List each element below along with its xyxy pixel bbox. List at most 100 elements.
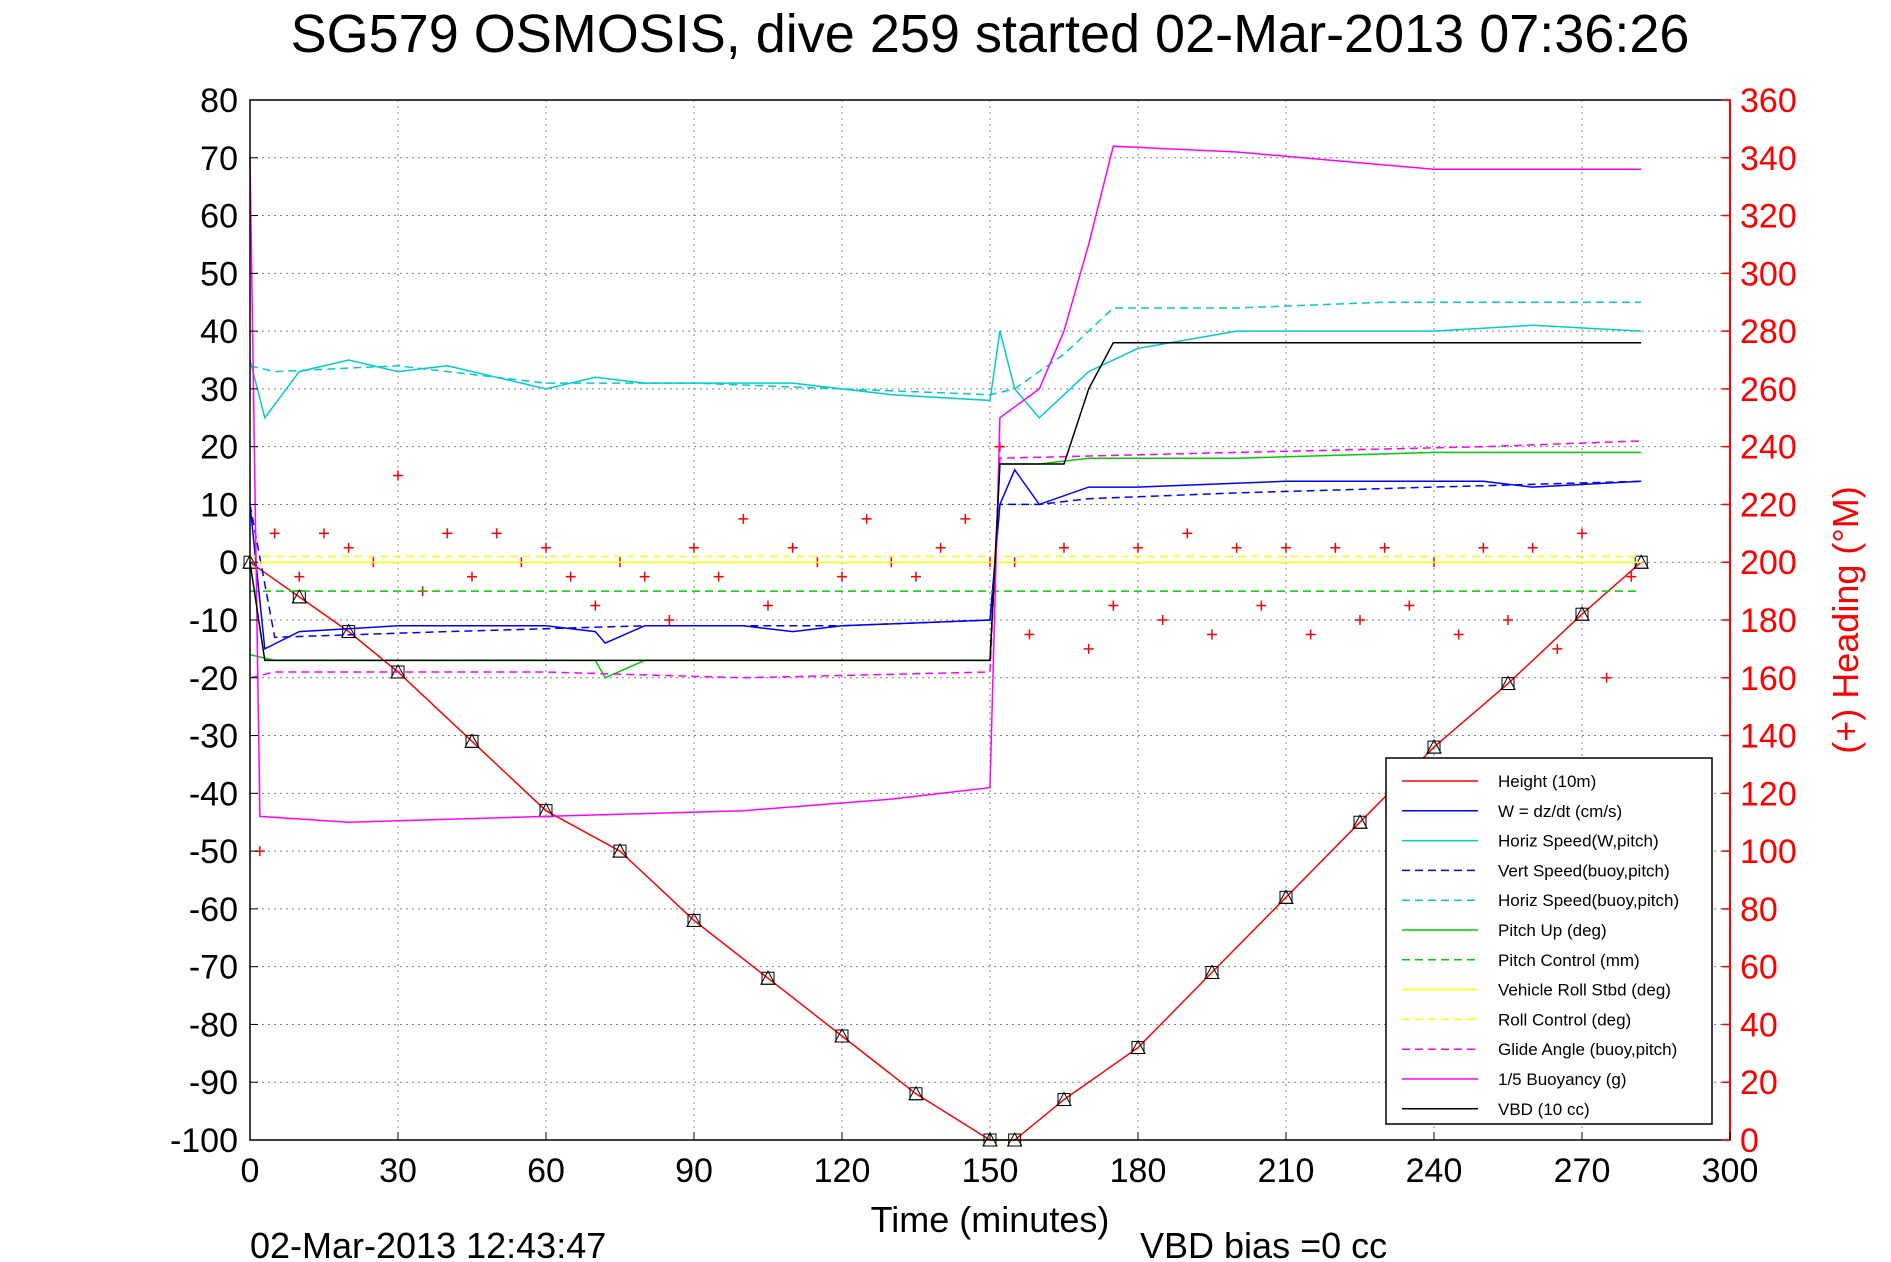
- y2-tick-label: 220: [1740, 486, 1797, 524]
- heading-marker: [689, 542, 699, 553]
- legend-item: Height (10m): [1402, 772, 1596, 791]
- height-marker: [834, 1027, 850, 1043]
- y-tick-label: -90: [189, 1064, 238, 1102]
- heading-marker: [1157, 615, 1168, 625]
- y2-tick-label: 240: [1740, 429, 1797, 467]
- x-tick-label: 300: [1702, 1152, 1759, 1190]
- heading-marker: [1182, 528, 1193, 539]
- legend-item: 1/5 Buoyancy (g): [1402, 1070, 1627, 1089]
- y-tick-label: 50: [200, 255, 238, 293]
- heading-marker: [664, 615, 675, 625]
- height-marker: [908, 1085, 924, 1101]
- x-tick-label: 60: [527, 1152, 565, 1190]
- height-marker: [1352, 814, 1368, 829]
- x-tick-label: 0: [241, 1152, 260, 1190]
- heading-marker: [1355, 615, 1365, 625]
- legend: Height (10m) W = dz/dt (cm/s) Horiz Speed(…: [1385, 757, 1713, 1125]
- heading-marker: [1478, 542, 1489, 553]
- grid: [250, 100, 1730, 1140]
- heading-marker: [1577, 528, 1587, 539]
- footer-timestamp: 02-Mar-2013 12:43:47: [250, 1225, 606, 1262]
- y2-tick-label: 300: [1740, 255, 1797, 293]
- series-line: [249, 324, 1642, 420]
- series-line: [249, 480, 1642, 639]
- heading-marker: [1083, 643, 1094, 654]
- legend-item: Roll Control (deg): [1402, 1010, 1631, 1029]
- y-tick-label: 70: [200, 140, 238, 178]
- heading-marker: [1527, 542, 1538, 553]
- heading-marker: [713, 571, 724, 582]
- heading-marker: [960, 513, 971, 524]
- heading-marker: [590, 600, 601, 611]
- legend-label: Pitch Control (mm): [1498, 951, 1640, 970]
- height-marker: [760, 970, 776, 985]
- series-line: [249, 468, 1642, 651]
- legend-label: 1/5 Buoyancy (g): [1498, 1070, 1627, 1089]
- height-marker: [1426, 739, 1442, 754]
- x-tick-label: 180: [1110, 1152, 1167, 1190]
- height-marker: [1278, 889, 1294, 904]
- y-tick-label: -10: [189, 602, 238, 640]
- y2-tick-label: 100: [1740, 833, 1797, 871]
- height-marker: [1500, 675, 1516, 691]
- heading-marker: [1552, 643, 1563, 654]
- heading-marker: [639, 571, 650, 582]
- height-marker: [612, 843, 628, 858]
- height-marker: [340, 623, 357, 639]
- y2-tick-label: 60: [1740, 949, 1778, 987]
- y2-tick-label: 200: [1740, 544, 1797, 582]
- height-marker: [1574, 606, 1590, 621]
- legend-item: Vehicle Roll Stbd (deg): [1402, 981, 1671, 1000]
- legend-label: Horiz Speed(buoy,pitch): [1498, 891, 1679, 910]
- heading-marker: [1601, 672, 1612, 683]
- heading-marker: [491, 528, 502, 539]
- x-tick-label: 150: [962, 1152, 1019, 1190]
- heading-marker: [738, 513, 749, 524]
- series-line: [249, 440, 1642, 679]
- heading-marker: [1330, 542, 1341, 553]
- heading-marker: [343, 542, 354, 553]
- legend-item: VBD (10 cc): [1402, 1100, 1590, 1119]
- y-tick-label: 20: [200, 429, 238, 467]
- legend-item: Pitch Up (deg): [1402, 921, 1607, 940]
- y-tick-label: -80: [189, 1006, 238, 1044]
- y-tick-label: -100: [170, 1122, 238, 1160]
- y-tick-label: 60: [200, 198, 238, 236]
- y2-tick-label: 320: [1740, 198, 1797, 236]
- heading-marker: [763, 600, 773, 611]
- series-layer: [242, 145, 1650, 1147]
- height-marker: [464, 733, 480, 748]
- y-tick-label: -20: [189, 660, 238, 698]
- heading-marker: [1626, 571, 1637, 582]
- heading-marker: [1281, 542, 1291, 553]
- right-axis-label: (+) Heading (°M): [1825, 486, 1866, 753]
- y-tick-label: -50: [189, 833, 238, 871]
- height-marker: [686, 912, 702, 927]
- heading-marker: [467, 571, 477, 582]
- y2-tick-label: 0: [1740, 1122, 1759, 1160]
- x-tick-label: 30: [379, 1152, 417, 1190]
- legend-label: VBD (10 cc): [1498, 1100, 1590, 1119]
- tick-labels: 0 30 60 90 120 150 180 210 240 270 300807060504030…: [170, 82, 1797, 1190]
- series-line: [249, 145, 1642, 823]
- series-line: [249, 301, 1642, 396]
- heading-marker: [269, 528, 280, 539]
- y2-tick-label: 120: [1740, 775, 1797, 813]
- heading-marker: [787, 542, 798, 553]
- heading-marker: [294, 571, 305, 582]
- heading-marker: [442, 528, 453, 539]
- y2-tick-label: 160: [1740, 660, 1797, 698]
- height-marker: [291, 588, 308, 604]
- y2-tick-label: 80: [1740, 891, 1778, 929]
- x-tick-label: 90: [675, 1152, 713, 1190]
- heading-marker: [1207, 629, 1217, 640]
- y2-tick-label: 140: [1740, 718, 1797, 756]
- heading-marker: [541, 542, 551, 553]
- legend-box: [1385, 757, 1713, 1125]
- legend-item: Horiz Speed(buoy,pitch): [1402, 891, 1679, 910]
- heading-marker: [1404, 600, 1415, 611]
- heading-marker: [837, 571, 847, 582]
- chart-title: SG579 OSMOSIS, dive 259 started 02-Mar-2…: [291, 4, 1690, 64]
- y2-tick-label: 360: [1740, 82, 1797, 120]
